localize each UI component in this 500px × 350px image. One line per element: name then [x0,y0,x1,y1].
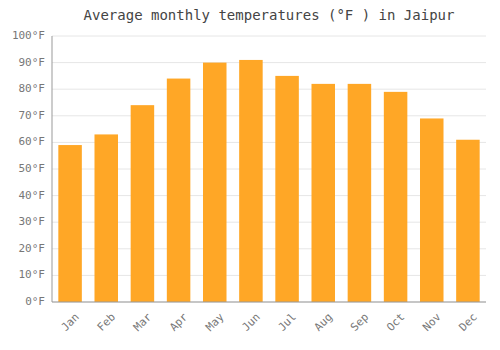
bar [131,105,155,302]
y-axis: 0°F 10°F 20°F 30°F 40°F 50°F 60°F 70°F 80°F 90°F 1… [12,29,45,308]
grid-line [52,89,486,90]
chart-svg: 0°F 10°F 20°F 30°F 40°F 50°F 60°F 70°F 80°F 90°F 1… [0,0,500,350]
x-tick-label: Jan [59,311,82,334]
x-tick-label: Sep [348,311,371,334]
bar [58,145,82,302]
bar [239,60,263,302]
y-tick-label: 40°F [19,189,46,202]
chart-root: 0°F 10°F 20°F 30°F 40°F 50°F 60°F 70°F 80°F 90°F 1… [0,0,500,350]
x-tick-label: Mar [131,310,155,334]
bar [384,92,408,302]
grid-line [52,36,486,37]
bars [58,60,479,302]
y-tick-label: 30°F [19,215,46,228]
x-tick-label: Apr [167,310,191,334]
x-tick-label: May [203,310,227,334]
y-tick-label: 50°F [19,162,46,175]
y-tick-label: 0°F [25,295,45,308]
y-tick-label: 10°F [19,268,46,281]
bar [348,84,372,302]
x-tick-label: Dec [456,311,479,334]
x-tick-label: Oct [384,311,407,334]
y-tick-label: 60°F [19,135,46,148]
chart-title: Average monthly temperatures (°F ) in Ja… [84,7,455,23]
y-tick-label: 20°F [19,242,46,255]
y-axis-line [52,36,53,302]
y-tick-label: 90°F [19,56,46,69]
bar [311,84,335,302]
grid-line [52,62,486,63]
bar [167,79,191,302]
bar [275,76,299,302]
x-axis: Jan Feb Mar Apr May Jun Jul Aug Sep Oct Nov Dec [59,310,480,334]
y-tick-label: 100°F [12,29,45,42]
x-axis-line [52,302,486,303]
x-tick-label: Aug [312,311,335,334]
grid [52,36,486,302]
grid-line [52,302,486,303]
bar [456,140,480,302]
x-tick-label: Jul [276,311,299,334]
bar [203,63,227,302]
grid-line [52,115,486,116]
x-tick-label: Jun [239,311,262,334]
x-tick-label: Nov [420,310,444,334]
y-tick-label: 80°F [19,82,46,95]
bar [94,134,118,302]
x-tick-label: Feb [95,311,118,334]
bar [420,118,444,302]
y-tick-label: 70°F [19,109,46,122]
